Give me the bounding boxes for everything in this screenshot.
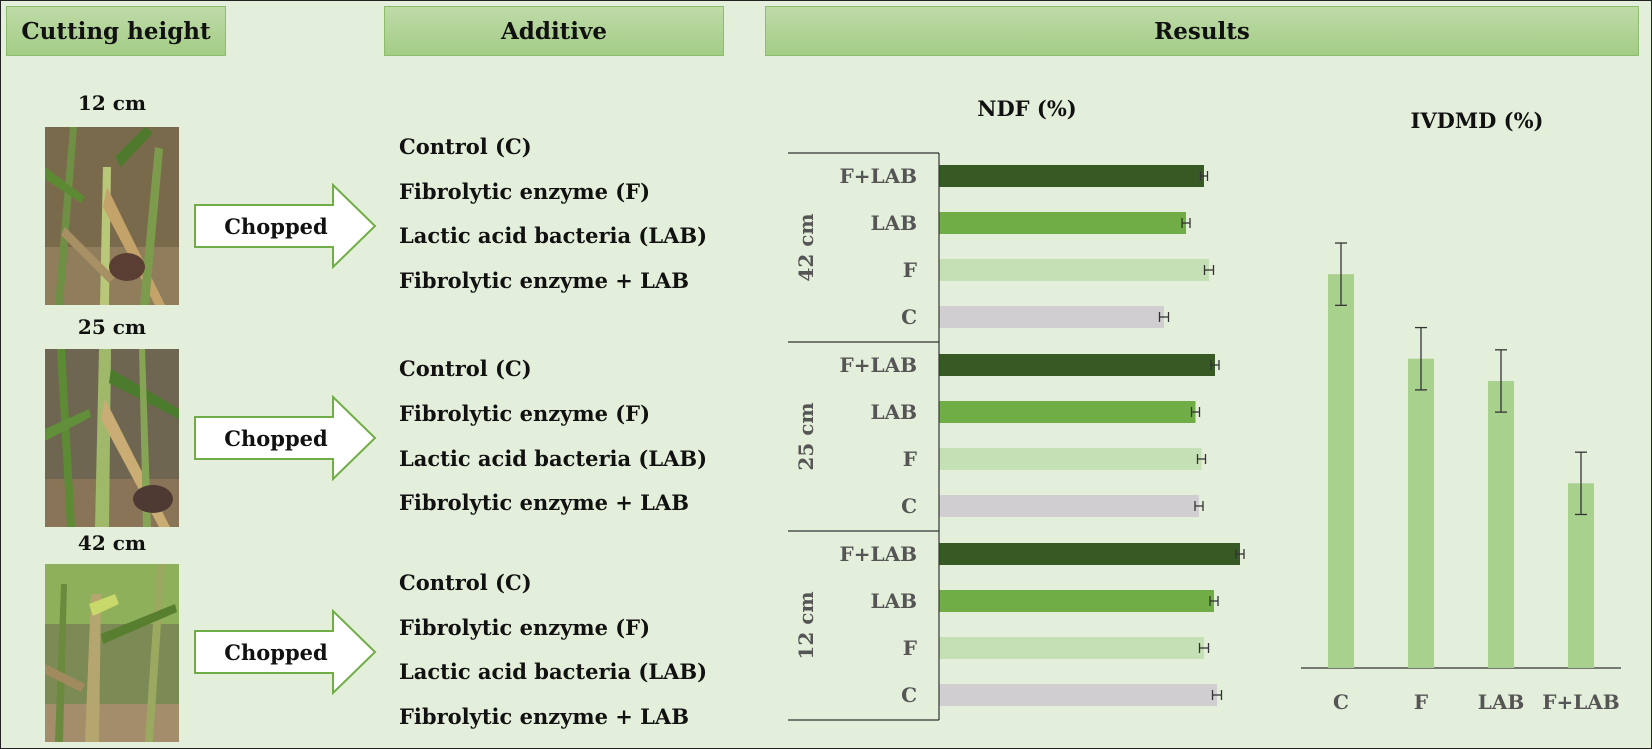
ndf-bar bbox=[939, 448, 1202, 470]
height-label: 25 cm bbox=[77, 315, 147, 339]
category-label: F bbox=[903, 636, 917, 660]
category-label: F+LAB bbox=[1542, 690, 1619, 714]
ivdmd-bar bbox=[1328, 274, 1354, 668]
additive-header: Additive bbox=[384, 6, 724, 56]
chopped-arrow: Chopped bbox=[193, 395, 377, 481]
category-label: F bbox=[903, 258, 917, 282]
category-label: C bbox=[901, 683, 917, 707]
ivdmd-bar bbox=[1408, 358, 1434, 668]
ndf-bar bbox=[939, 354, 1215, 376]
additive-fibrolytic: Fibrolytic enzyme (F) bbox=[399, 179, 651, 204]
ndf-bar bbox=[939, 165, 1204, 187]
chopped-label: Chopped bbox=[224, 425, 328, 451]
ndf-bar bbox=[939, 212, 1186, 234]
additive-fibrolytic: Fibrolytic enzyme (F) bbox=[399, 401, 651, 426]
cutting-height-header: Cutting height bbox=[6, 6, 226, 56]
category-label: F+LAB bbox=[840, 164, 917, 188]
chopped-arrow: Chopped bbox=[193, 183, 377, 269]
category-label: LAB bbox=[871, 400, 917, 424]
group-label: 25 cm bbox=[794, 402, 818, 470]
ivdmd-chart-title: IVDMD (%) bbox=[1410, 108, 1544, 133]
category-label: F bbox=[903, 447, 917, 471]
ndf-bar bbox=[939, 637, 1204, 659]
additive-control: Control (C) bbox=[399, 134, 532, 159]
ndf-bar bbox=[939, 590, 1214, 612]
category-label: LAB bbox=[871, 211, 917, 235]
ndf-bar bbox=[939, 306, 1164, 328]
category-label: F+LAB bbox=[840, 542, 917, 566]
height-label: 42 cm bbox=[77, 531, 147, 555]
ndf-bar bbox=[939, 259, 1209, 281]
category-label: C bbox=[1333, 690, 1349, 714]
category-label: LAB bbox=[1478, 690, 1524, 714]
additive-fibrolytic-lab: Fibrolytic enzyme + LAB bbox=[399, 268, 689, 293]
category-label: LAB bbox=[871, 589, 917, 613]
corn-stalk-photo bbox=[45, 564, 179, 742]
chopped-arrow: Chopped bbox=[193, 609, 377, 695]
results-header: Results bbox=[765, 6, 1639, 56]
additive-fibrolytic-lab: Fibrolytic enzyme + LAB bbox=[399, 704, 689, 729]
ndf-bar bbox=[939, 543, 1240, 565]
chopped-label: Chopped bbox=[224, 213, 328, 239]
corn-stalk-photo bbox=[45, 127, 179, 305]
additive-lab: Lactic acid bacteria (LAB) bbox=[399, 446, 708, 471]
additive-lab: Lactic acid bacteria (LAB) bbox=[399, 223, 708, 248]
additive-fibrolytic-lab: Fibrolytic enzyme + LAB bbox=[399, 490, 689, 515]
category-label: F+LAB bbox=[840, 353, 917, 377]
category-label: C bbox=[901, 305, 917, 329]
chopped-label: Chopped bbox=[224, 639, 328, 665]
category-label: C bbox=[901, 494, 917, 518]
category-label: F bbox=[1414, 690, 1428, 714]
group-label: 42 cm bbox=[794, 213, 818, 281]
ndf-bar bbox=[939, 401, 1196, 423]
additive-control: Control (C) bbox=[399, 356, 532, 381]
height-label: 12 cm bbox=[77, 91, 147, 115]
ndf-bar bbox=[939, 684, 1217, 706]
additive-lab: Lactic acid bacteria (LAB) bbox=[399, 659, 708, 684]
additive-control: Control (C) bbox=[399, 570, 532, 595]
additive-fibrolytic: Fibrolytic enzyme (F) bbox=[399, 615, 651, 640]
ivdmd-bar bbox=[1488, 380, 1514, 668]
ndf-bar bbox=[939, 495, 1199, 517]
group-label: 12 cm bbox=[794, 591, 818, 659]
ndf-chart-title: NDF (%) bbox=[977, 96, 1077, 121]
corn-stalk-photo bbox=[45, 349, 179, 527]
